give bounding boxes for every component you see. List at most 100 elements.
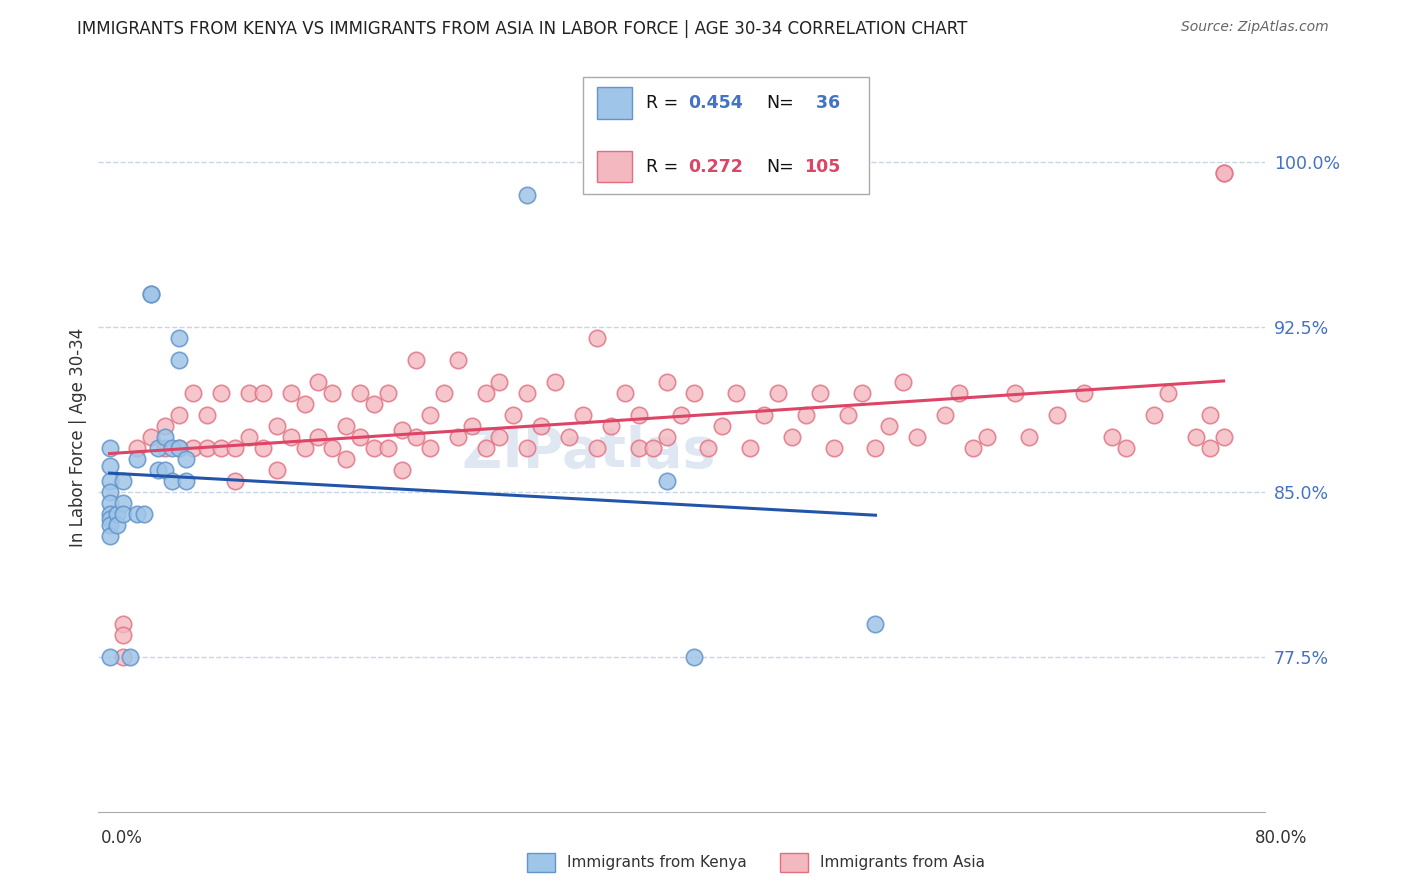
Point bbox=[224, 474, 246, 488]
Point bbox=[502, 408, 524, 422]
Point bbox=[766, 386, 789, 401]
Point bbox=[711, 419, 734, 434]
Point bbox=[740, 441, 762, 455]
Text: Immigrants from Kenya: Immigrants from Kenya bbox=[567, 855, 747, 870]
Point bbox=[98, 511, 121, 525]
Point bbox=[134, 507, 156, 521]
Point bbox=[167, 353, 190, 368]
Point bbox=[335, 419, 357, 434]
Point bbox=[252, 386, 274, 401]
Text: 36: 36 bbox=[804, 94, 841, 112]
Point bbox=[516, 386, 538, 401]
Point bbox=[98, 496, 121, 510]
Point bbox=[321, 386, 343, 401]
Point bbox=[155, 419, 177, 434]
Text: 105: 105 bbox=[804, 158, 841, 176]
Bar bbox=[596, 87, 631, 119]
Point bbox=[516, 187, 538, 202]
Point bbox=[155, 441, 177, 455]
Point bbox=[266, 419, 288, 434]
Point bbox=[516, 441, 538, 455]
Text: 0.272: 0.272 bbox=[688, 158, 742, 176]
Point bbox=[1198, 441, 1220, 455]
Point bbox=[1101, 430, 1123, 444]
Point bbox=[112, 474, 135, 488]
Point bbox=[335, 452, 357, 467]
Point bbox=[105, 518, 128, 533]
Point bbox=[321, 441, 343, 455]
Point bbox=[447, 353, 470, 368]
Point bbox=[112, 496, 135, 510]
Point bbox=[238, 386, 260, 401]
Point bbox=[98, 650, 121, 665]
Text: 80.0%: 80.0% bbox=[1256, 829, 1308, 847]
Point bbox=[891, 375, 914, 389]
Point bbox=[669, 408, 692, 422]
Point bbox=[1184, 430, 1206, 444]
Point bbox=[474, 441, 496, 455]
Point bbox=[127, 441, 149, 455]
Point bbox=[460, 419, 482, 434]
Point bbox=[112, 507, 135, 521]
Point bbox=[349, 430, 371, 444]
Point bbox=[209, 441, 232, 455]
Point bbox=[155, 463, 177, 477]
Point bbox=[794, 408, 817, 422]
Point bbox=[934, 408, 956, 422]
Text: N=: N= bbox=[766, 158, 793, 176]
Point bbox=[148, 463, 170, 477]
Text: ZIPat​las: ZIPat​las bbox=[461, 425, 716, 479]
Y-axis label: In Labor Force | Age 30-34: In Labor Force | Age 30-34 bbox=[69, 327, 87, 547]
Point bbox=[905, 430, 928, 444]
Point bbox=[419, 441, 441, 455]
Point bbox=[1212, 430, 1234, 444]
Point bbox=[586, 441, 609, 455]
Point bbox=[558, 430, 581, 444]
Point bbox=[98, 518, 121, 533]
Point bbox=[195, 408, 218, 422]
Point bbox=[419, 408, 441, 422]
Point bbox=[433, 386, 456, 401]
Point bbox=[627, 408, 650, 422]
Point bbox=[141, 430, 163, 444]
Point bbox=[683, 386, 706, 401]
Point bbox=[174, 452, 197, 467]
Point bbox=[127, 452, 149, 467]
Point bbox=[98, 529, 121, 543]
Point bbox=[294, 441, 316, 455]
Point bbox=[112, 650, 135, 665]
Point bbox=[865, 617, 887, 632]
Point bbox=[655, 375, 678, 389]
Point bbox=[391, 463, 413, 477]
Point bbox=[280, 386, 302, 401]
Point bbox=[697, 441, 720, 455]
Point bbox=[307, 375, 329, 389]
Point bbox=[280, 430, 302, 444]
Point bbox=[1157, 386, 1180, 401]
Point bbox=[209, 386, 232, 401]
Text: 0.454: 0.454 bbox=[688, 94, 742, 112]
Point bbox=[683, 650, 706, 665]
Point bbox=[127, 507, 149, 521]
Point bbox=[544, 375, 567, 389]
Point bbox=[1004, 386, 1026, 401]
Point bbox=[160, 474, 183, 488]
Point bbox=[865, 441, 887, 455]
Point bbox=[725, 386, 748, 401]
Point bbox=[1045, 408, 1067, 422]
Point bbox=[627, 441, 650, 455]
Point bbox=[586, 331, 609, 345]
Point bbox=[641, 441, 664, 455]
Point bbox=[294, 397, 316, 411]
Point bbox=[120, 650, 142, 665]
Point bbox=[167, 408, 190, 422]
Point bbox=[488, 375, 510, 389]
Text: R =: R = bbox=[645, 158, 683, 176]
Point bbox=[112, 617, 135, 632]
Point bbox=[155, 430, 177, 444]
Point bbox=[851, 386, 873, 401]
Point bbox=[1018, 430, 1040, 444]
Text: Immigrants from Asia: Immigrants from Asia bbox=[820, 855, 984, 870]
Point bbox=[238, 430, 260, 444]
Text: IMMIGRANTS FROM KENYA VS IMMIGRANTS FROM ASIA IN LABOR FORCE | AGE 30-34 CORRELA: IMMIGRANTS FROM KENYA VS IMMIGRANTS FROM… bbox=[77, 20, 967, 37]
